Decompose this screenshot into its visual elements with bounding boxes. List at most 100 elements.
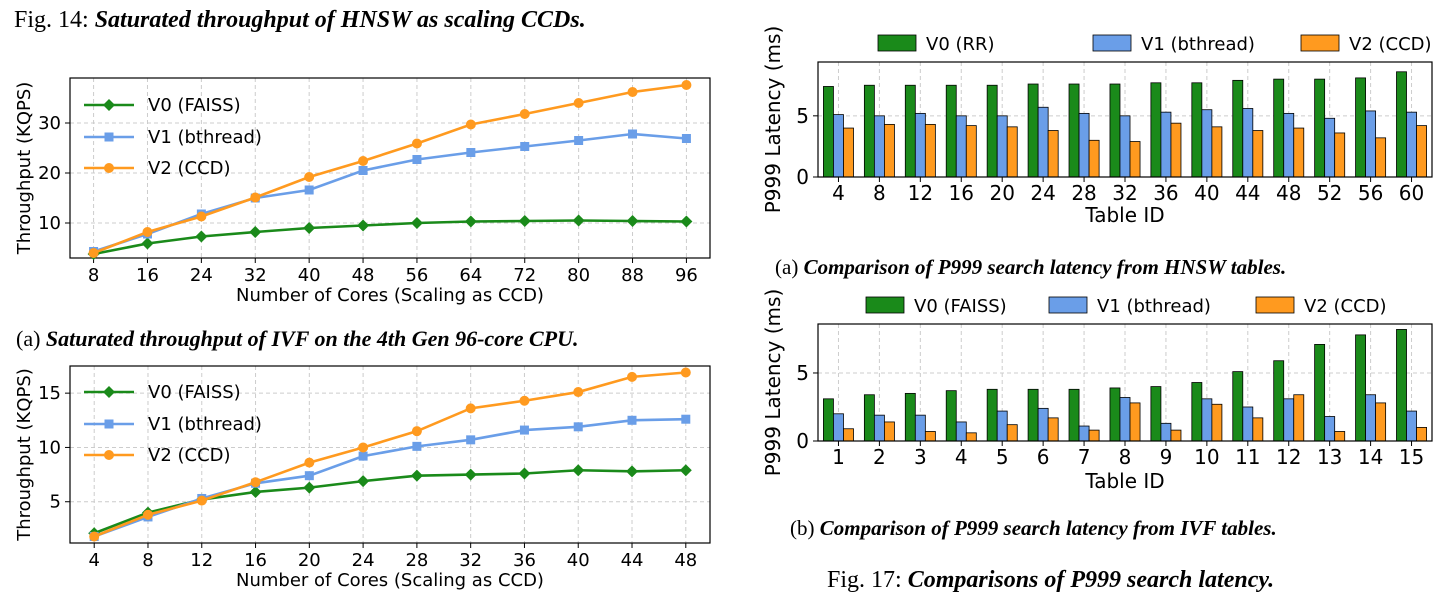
y-tick-label: 10 [38,213,61,234]
bar [1232,79,1244,178]
x-tick-label: 7 [1078,445,1091,469]
data-point [410,217,423,229]
legend-label: V1 (bthread) [148,414,262,435]
data-point [358,442,369,453]
bar [965,432,977,442]
bar [1334,132,1346,178]
data-point [519,425,529,435]
right-bottom-caption-prefix: (b) [790,516,820,540]
bar [1365,110,1377,178]
x-tick-label: 60 [1399,181,1424,205]
bar [843,127,854,178]
bar [884,123,895,178]
bar [996,115,1008,178]
y-tick-label: 5 [50,492,61,513]
data-point [357,219,370,232]
bar [1109,83,1121,178]
bar [823,398,834,442]
data-point [626,465,639,478]
data-point [519,109,530,119]
fig17-caption: Fig. 17: Comparisons of P999 search late… [827,567,1274,594]
bar [904,392,916,442]
x-tick-label: 9 [1160,445,1173,469]
bar [1232,371,1244,442]
x-tick-label: 2 [873,445,886,469]
x-tick-label: 40 [567,550,590,571]
bar [1037,106,1049,178]
x-axis-label: Number of Cores (Scaling as CCD) [236,285,544,306]
data-point [250,192,261,203]
left-bottom-caption-prefix: (a) [16,326,46,351]
bar [914,414,926,442]
x-tick-label: 6 [1037,445,1050,469]
bar [1150,82,1162,178]
x-tick-label: 40 [298,265,321,286]
bar [1160,111,1172,178]
bar-series-2 [843,122,1427,178]
y-axis-label: Throughput (KQPS) [14,368,35,542]
legend-marker [104,450,114,460]
bar [1334,431,1346,442]
bar [986,388,998,442]
legend-swatch [877,34,917,52]
legend-swatch [1255,296,1295,314]
y-tick-label: 30 [38,113,61,134]
right-top-caption: (a) Comparison of P999 search latency fr… [775,255,1286,280]
x-tick-label: 28 [1071,181,1096,205]
x-tick-label: 20 [989,181,1014,205]
data-point [411,138,422,149]
x-tick-label: 64 [459,265,482,286]
legend-label: V1 (bthread) [1141,34,1255,55]
data-point [518,215,531,227]
data-point [518,467,531,480]
legend: V0 (RR) V1 (bthread) V2 (CCD) [877,34,1432,55]
bar [1129,141,1141,178]
bar [823,86,834,178]
x-tick-label: 44 [621,550,644,571]
data-point [681,414,691,424]
x-tick-label: 36 [513,550,536,571]
bar [1078,112,1090,178]
x-tick-label: 52 [1317,181,1342,205]
x-tick-label: 5 [996,445,1009,469]
y-axis-label: P999 Latency (ms) [761,26,785,214]
bar [1068,83,1080,178]
data-point [412,441,422,451]
bar [1416,125,1427,178]
data-point [411,426,422,437]
x-tick-label: 48 [352,265,375,286]
y-tick-label: 15 [38,383,61,404]
bar [833,114,844,178]
data-point [520,142,530,151]
bar [1283,398,1295,442]
x-tick-label: 32 [459,550,482,571]
legend-label: V0 (FAISS) [914,296,1007,317]
bar [1191,82,1203,178]
y-tick-label: 5 [796,104,809,128]
x-tick-label: 1 [832,445,845,469]
bar [1375,402,1387,442]
bar [924,123,936,178]
x-tick-label: 4 [955,445,968,469]
line-chart-1: 8 16 24 32 40 48 56 64 72 80 88 96 10 20 30 Number of C… [14,77,711,306]
legend-marker [104,163,114,173]
bar [1293,394,1305,442]
data-point [303,481,316,494]
x-tick-label: 32 [1112,181,1137,205]
bar [1047,130,1059,178]
series-2 [88,80,692,258]
bar [863,84,875,178]
x-tick-label: 72 [513,265,536,286]
x-tick-label: 15 [1399,445,1424,469]
bar [986,84,998,178]
x-tick-label: 3 [914,445,927,469]
data-point [304,185,314,195]
bar [843,428,854,442]
bar [1242,406,1254,442]
legend-marker [103,99,115,111]
bar [1252,130,1264,178]
data-point [466,148,476,157]
bar [1088,429,1100,442]
data-point [627,87,638,97]
